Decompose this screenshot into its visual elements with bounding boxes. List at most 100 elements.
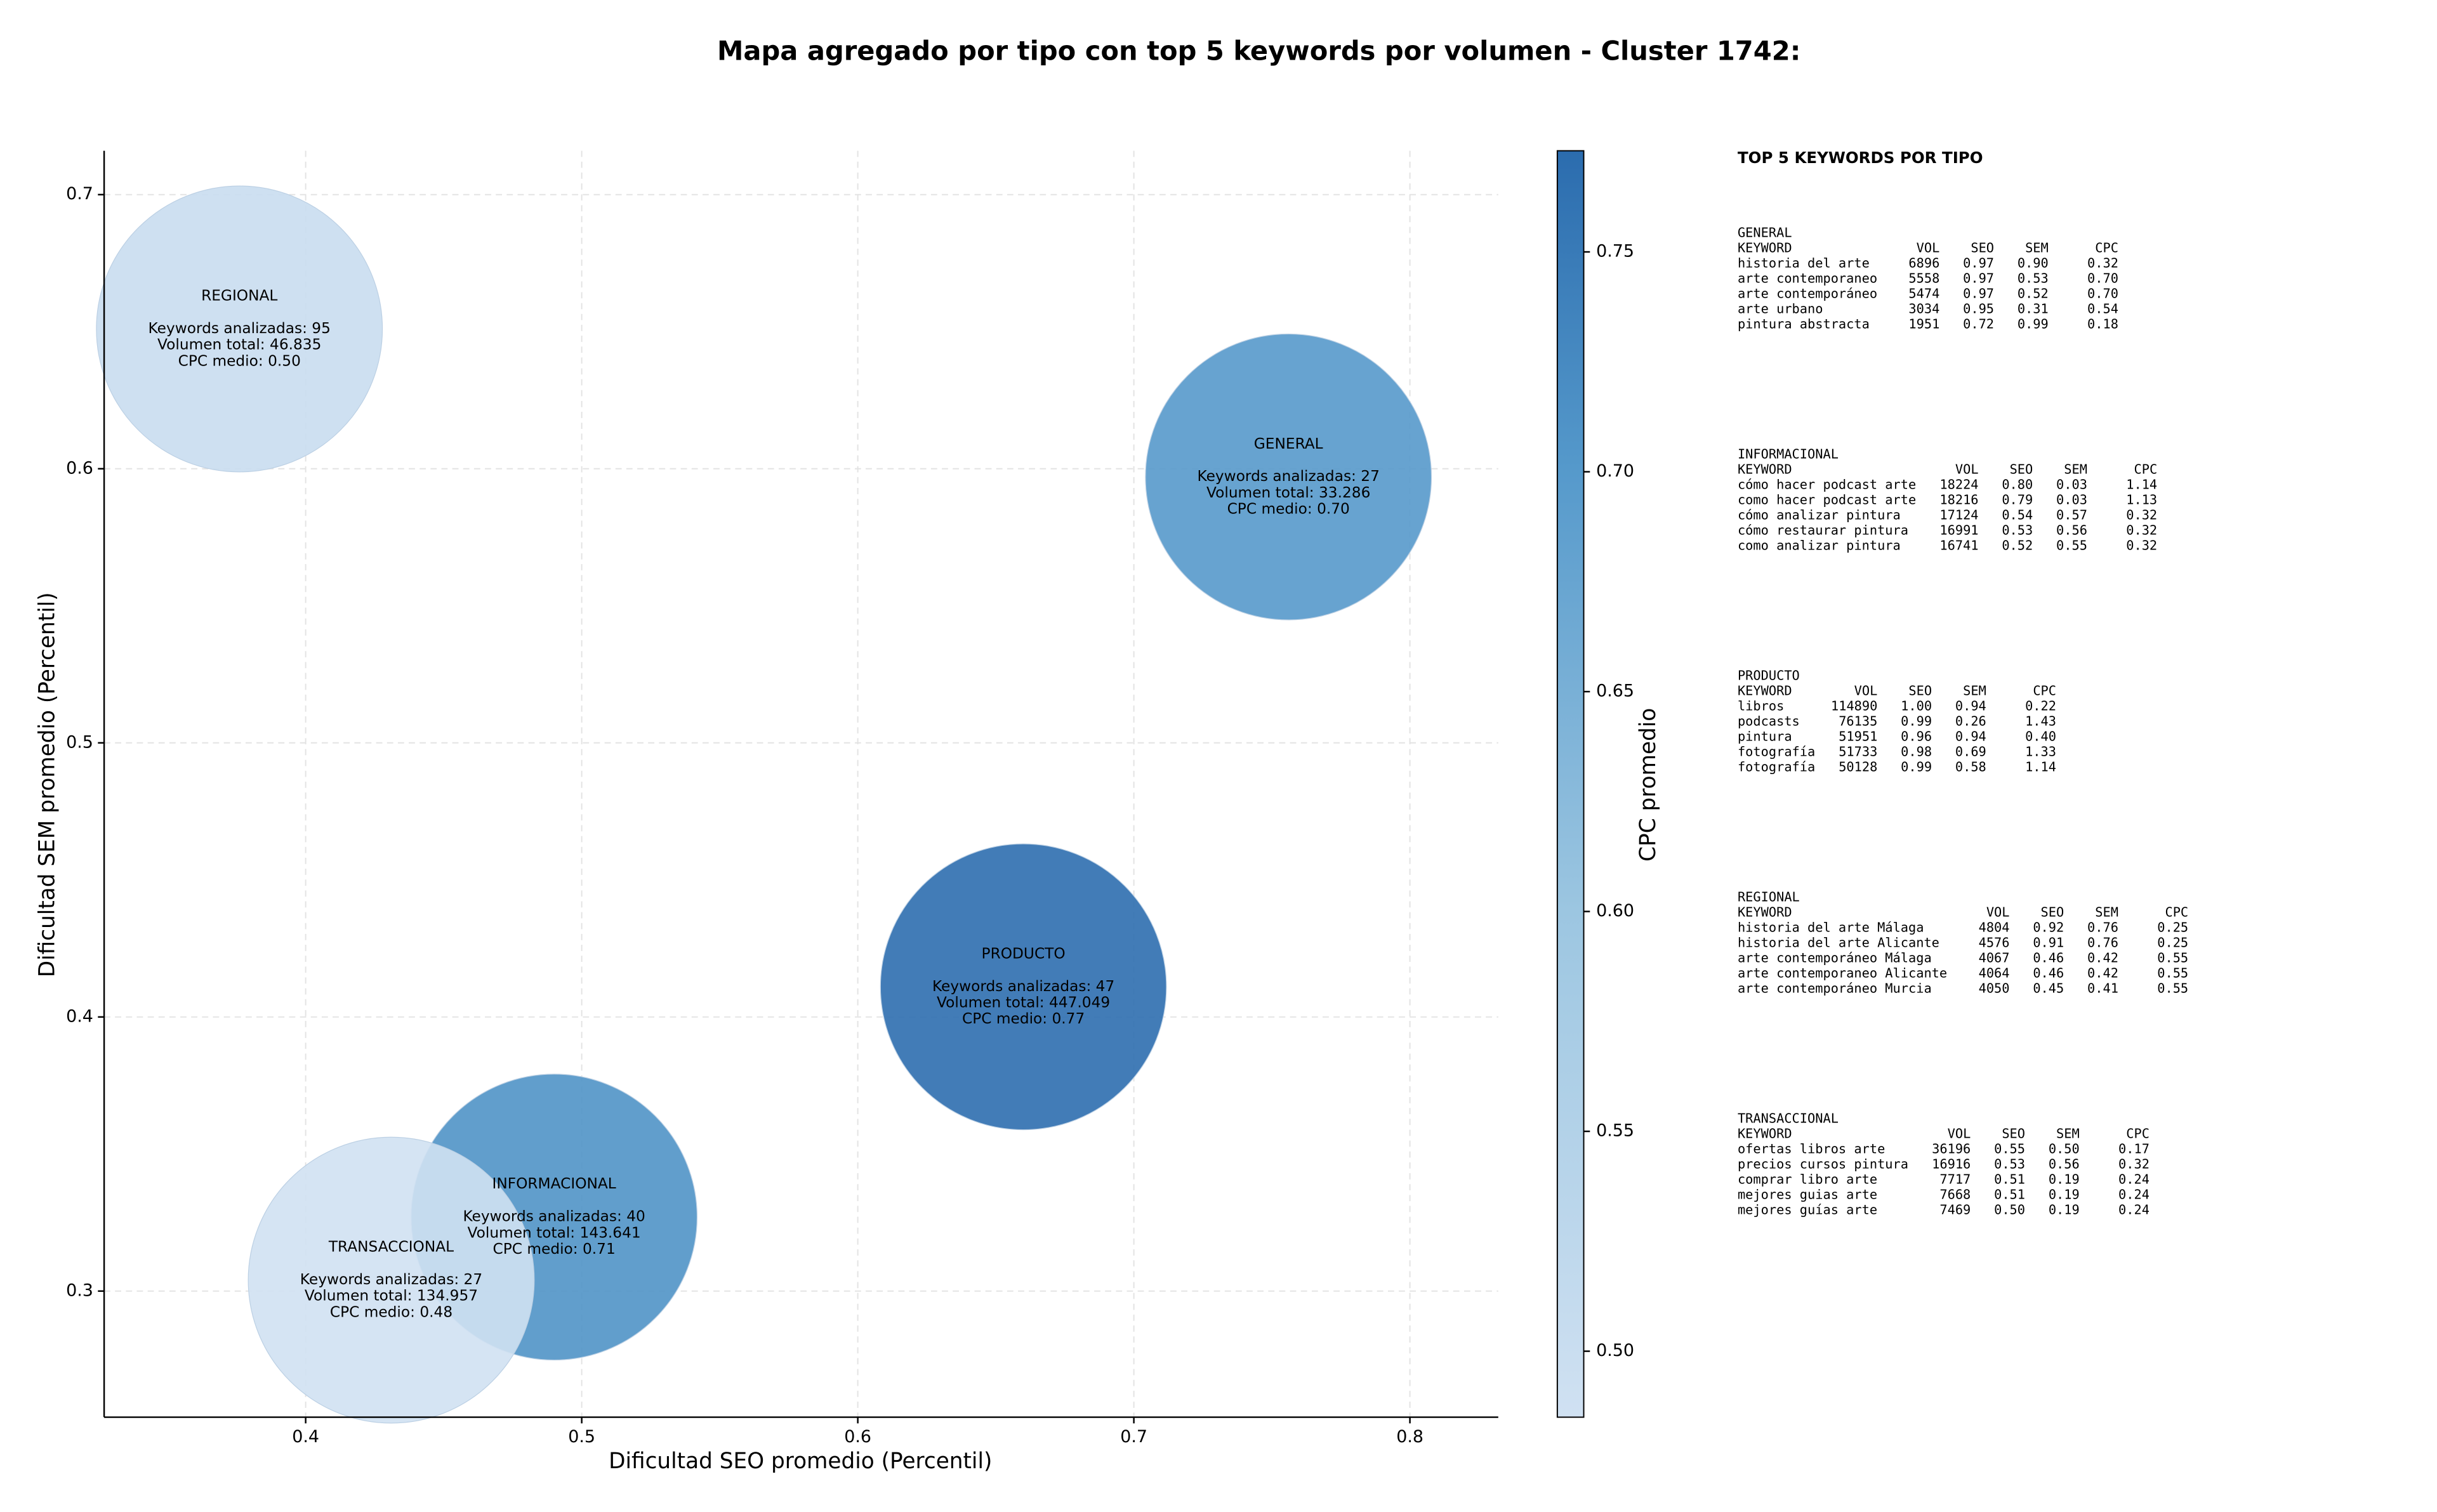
table-cell: 0.55 [2157, 980, 2188, 996]
table-cell: 0.42 [2087, 965, 2118, 980]
section-name: GENERAL [1738, 225, 1792, 240]
table-cell: arte contemporaneo [1738, 270, 1877, 286]
table-cell: arte contemporáneo Málaga [1738, 950, 1932, 965]
table-cell: ofertas libros arte [1738, 1141, 1885, 1156]
colorbar [1556, 150, 1585, 1418]
table-cell: 51951 [1839, 728, 1877, 744]
table-cell: 18216 [1939, 492, 1978, 507]
x-tick-label: 0.6 [844, 1427, 871, 1447]
table-cell: 7717 [1939, 1171, 1971, 1187]
bubble-label: Volumen total: 134.957 [305, 1287, 478, 1305]
table-cell: 0.50 [2049, 1141, 2080, 1156]
table-cell: 5474 [1908, 286, 1939, 301]
table-cell: 0.24 [2118, 1202, 2150, 1217]
header-cell: KEYWORD [1738, 461, 1792, 477]
table-cell: 0.41 [2087, 980, 2118, 996]
bubble-label: Keywords analizadas: 27 [300, 1271, 482, 1288]
bubble [880, 843, 1167, 1131]
table-cell: 0.69 [1955, 744, 1986, 759]
colorbar-tick-label: 0.75 [1596, 242, 1634, 261]
table-cell: 0.53 [2002, 522, 2033, 537]
table-cell: 4064 [1979, 965, 2010, 980]
table-cell: 0.76 [2087, 935, 2118, 950]
table-cell: 0.55 [2056, 537, 2087, 553]
table-cell: 0.19 [2049, 1202, 2080, 1217]
bubble-label: Volumen total: 46.835 [157, 336, 321, 353]
table-cell: 1.43 [2025, 713, 2056, 728]
x-tick-label: 0.4 [292, 1427, 319, 1447]
table-cell: 0.19 [2049, 1187, 2080, 1202]
table-cell: 0.97 [1963, 286, 1994, 301]
colorbar-tick-label: 0.70 [1596, 461, 1634, 481]
header-cell: KEYWORD [1738, 904, 1792, 919]
table-cell: como analizar pintura [1738, 537, 1901, 553]
table-cell: 0.97 [1963, 255, 1994, 270]
table-cell: fotografía [1738, 744, 1815, 759]
table-cell: 7469 [1939, 1202, 1971, 1217]
x-tick-label: 0.8 [1396, 1427, 1423, 1447]
header-cell: SEM [2025, 240, 2049, 255]
table-cell: 0.57 [2056, 507, 2087, 522]
table-cell: 1.14 [2126, 477, 2157, 492]
table-cell: 18224 [1939, 477, 1978, 492]
header-cell: VOL [1917, 240, 1940, 255]
table-cell: 0.24 [2118, 1171, 2150, 1187]
table-cell: 0.25 [2157, 935, 2188, 950]
table-cell: 0.32 [2126, 537, 2157, 553]
header-cell: KEYWORD [1738, 683, 1792, 698]
header-cell: CPC [2165, 904, 2188, 919]
table-cell: 5558 [1908, 270, 1939, 286]
table-cell: comprar libro arte [1738, 1171, 1877, 1187]
table-cell: mejores guias arte [1738, 1187, 1877, 1202]
bubble-label: CPC medio: 0.77 [962, 1010, 1085, 1027]
table-cell: 0.03 [2056, 477, 2087, 492]
y-tick-label: 0.7 [66, 184, 93, 204]
bubble-label: Volumen total: 33.286 [1206, 484, 1370, 501]
table-cell: 0.45 [2033, 980, 2064, 996]
table-cell: 0.42 [2087, 950, 2118, 965]
header-cell: SEO [1971, 240, 1994, 255]
table-cell: 0.46 [2033, 965, 2064, 980]
colorbar-tick-label: 0.55 [1596, 1121, 1634, 1141]
table-cell: 51733 [1839, 744, 1877, 759]
bubble-name: TRANSACCIONAL [328, 1239, 454, 1256]
table-cell: 36196 [1932, 1141, 1971, 1156]
table-cell: 4804 [1979, 919, 2010, 935]
x-axis-label: Dificultad SEO promedio (Percentil) [609, 1449, 992, 1474]
axes: 0.4 0.5 0.6 0.7 0.8 0.3 0.4 0.5 0.6 0.7 [66, 150, 1498, 1447]
bubble [248, 1136, 535, 1424]
table-cell: 0.17 [2118, 1141, 2150, 1156]
table-cell: 0.31 [2018, 301, 2049, 316]
bubble-label: Keywords analizadas: 95 [149, 320, 331, 337]
header-cell: VOL [1986, 904, 2010, 919]
header-cell: SEM [1963, 683, 1986, 698]
table-cell: arte contemporáneo Murcia [1738, 980, 1932, 996]
bubble-label: Keywords analizadas: 40 [463, 1208, 645, 1225]
table-cell: 0.25 [2157, 919, 2188, 935]
x-tick-label: 0.7 [1120, 1427, 1147, 1447]
table-cell: pintura [1738, 728, 1792, 744]
table-cell: 0.96 [1901, 728, 1932, 744]
table-cell: 0.58 [1955, 759, 1986, 774]
table-cell: 0.32 [2126, 522, 2157, 537]
table-cell: podcasts [1738, 713, 1800, 728]
table-cell: 4050 [1979, 980, 2010, 996]
table-cell: 0.22 [2025, 698, 2056, 713]
bubble-name: PRODUCTO [982, 945, 1066, 962]
colorbar-tick-label: 0.65 [1596, 681, 1634, 701]
header-cell: SEM [2064, 461, 2087, 477]
table-cell: 0.54 [2002, 507, 2033, 522]
table-cell: 76135 [1839, 713, 1877, 728]
table-cell: 0.24 [2118, 1187, 2150, 1202]
y-tick-label: 0.5 [66, 732, 93, 752]
table-cell: cómo hacer podcast arte [1738, 477, 1916, 492]
table-cell: 3034 [1908, 301, 1939, 316]
table-cell: 0.90 [2018, 255, 2049, 270]
table-cell: 1.13 [2126, 492, 2157, 507]
table-cell: arte urbano [1738, 301, 1823, 316]
header-cell: VOL [1955, 461, 1979, 477]
table-cell: 16991 [1939, 522, 1978, 537]
bubble-label: Keywords analizadas: 27 [1198, 468, 1380, 485]
